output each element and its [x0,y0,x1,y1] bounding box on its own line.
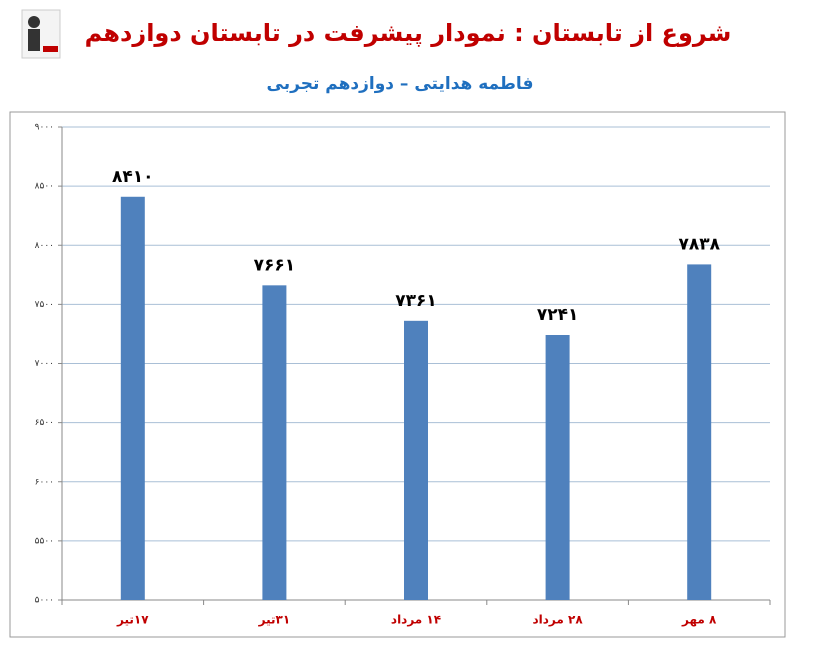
x-tick-label: ۱۴ مرداد [391,613,441,627]
logo-band [43,46,58,52]
y-tick-label: ۷۰۰۰ [35,359,54,369]
data-label: ۸۴۱۰ [112,167,154,187]
y-tick-label: ۸۰۰۰ [35,241,54,251]
y-tick-label: ۵۵۰۰ [35,536,54,546]
y-tick-label: ۷۵۰۰ [35,300,54,310]
bar [404,320,428,600]
data-label: ۷۲۴۱ [537,305,579,325]
bar [120,196,145,600]
logo-figure [28,16,40,28]
plot-frame [9,111,786,638]
data-label: ۷۸۳۸ [678,234,720,254]
y-tick-label: ۹۰۰۰ [35,123,54,133]
logo [21,9,61,59]
x-tick-label: ۸ مهر [681,613,717,627]
bar [262,285,287,600]
chart-title: شروع از تابستان : نمودار پیشرفت در تابست… [85,19,732,47]
x-tick-label: ۱۷تیر [116,613,149,627]
y-tick-label: ۸۵۰۰ [35,182,54,192]
y-tick-label: ۶۵۰۰ [35,418,54,428]
y-tick-label: ۵۰۰۰ [35,596,54,606]
x-tick-label: ۲۸ مرداد [533,613,584,627]
y-tick-label: ۶۰۰۰ [35,477,54,487]
chart-subtitle: فاطمه هدایتی – دوازدهم تجربی [267,74,534,94]
data-label: ۷۶۶۱ [254,255,296,275]
data-label: ۷۳۶۱ [395,291,437,311]
logo-figure-body [28,29,40,51]
bar [545,335,570,600]
x-tick-label: ۳۱تیر [258,613,291,627]
bar [687,264,712,600]
